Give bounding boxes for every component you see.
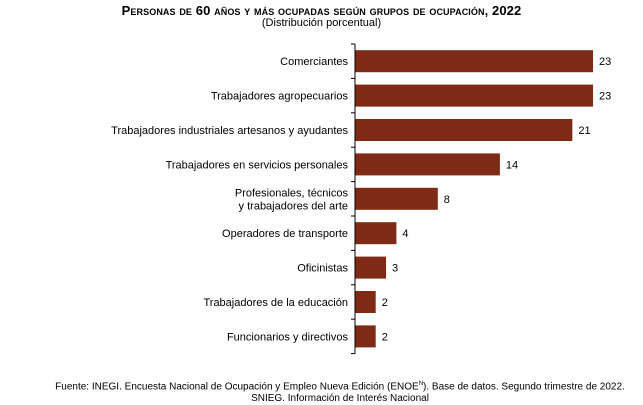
data-label: 23 — [599, 56, 611, 68]
data-label: 8 — [444, 194, 450, 206]
category-label: Trabajadores industriales artesanos y ay… — [111, 125, 348, 137]
bar — [355, 222, 397, 245]
data-label: 21 — [578, 125, 590, 137]
bar — [355, 119, 573, 141]
chart-subtitle: (Distribución porcentual) — [261, 17, 382, 29]
source-text-2: ). Base de datos. Segundo trimestre de 2… — [251, 381, 625, 405]
bar — [355, 84, 594, 107]
data-label: 2 — [382, 331, 388, 343]
bar — [355, 256, 387, 279]
category-label: Trabajadores agropecuarios — [211, 91, 349, 103]
data-label: 3 — [392, 263, 398, 275]
category-label: Oficinistas — [297, 263, 348, 275]
category-label: Funcionarios y directivos — [227, 331, 349, 343]
data-label: 2 — [382, 297, 388, 309]
source-text-1: Fuente: INEGI. Encuesta Nacional de Ocup… — [55, 381, 419, 393]
data-label: 23 — [599, 91, 611, 103]
data-label: 4 — [402, 228, 408, 240]
source-superscript: N — [418, 381, 424, 387]
bar — [355, 291, 376, 313]
category-label: Profesionales, técnicos — [235, 187, 349, 199]
source-note: Fuente: INEGI. Encuesta Nacional de Ocup… — [40, 378, 640, 405]
category-label: Trabajadores de la educación — [203, 297, 348, 309]
bar — [355, 187, 438, 210]
bar — [355, 50, 594, 73]
chart-title: Personas de 60 años y más ocupadas según… — [121, 3, 522, 18]
category-label: Trabajadores en servicios personales — [166, 159, 349, 171]
data-label: 14 — [506, 159, 518, 171]
category-label: y trabajadores del arte — [239, 200, 348, 212]
category-label: Operadores de transporte — [222, 228, 348, 240]
bar — [355, 325, 376, 348]
category-label: Comerciantes — [280, 56, 348, 68]
bar — [355, 153, 500, 176]
